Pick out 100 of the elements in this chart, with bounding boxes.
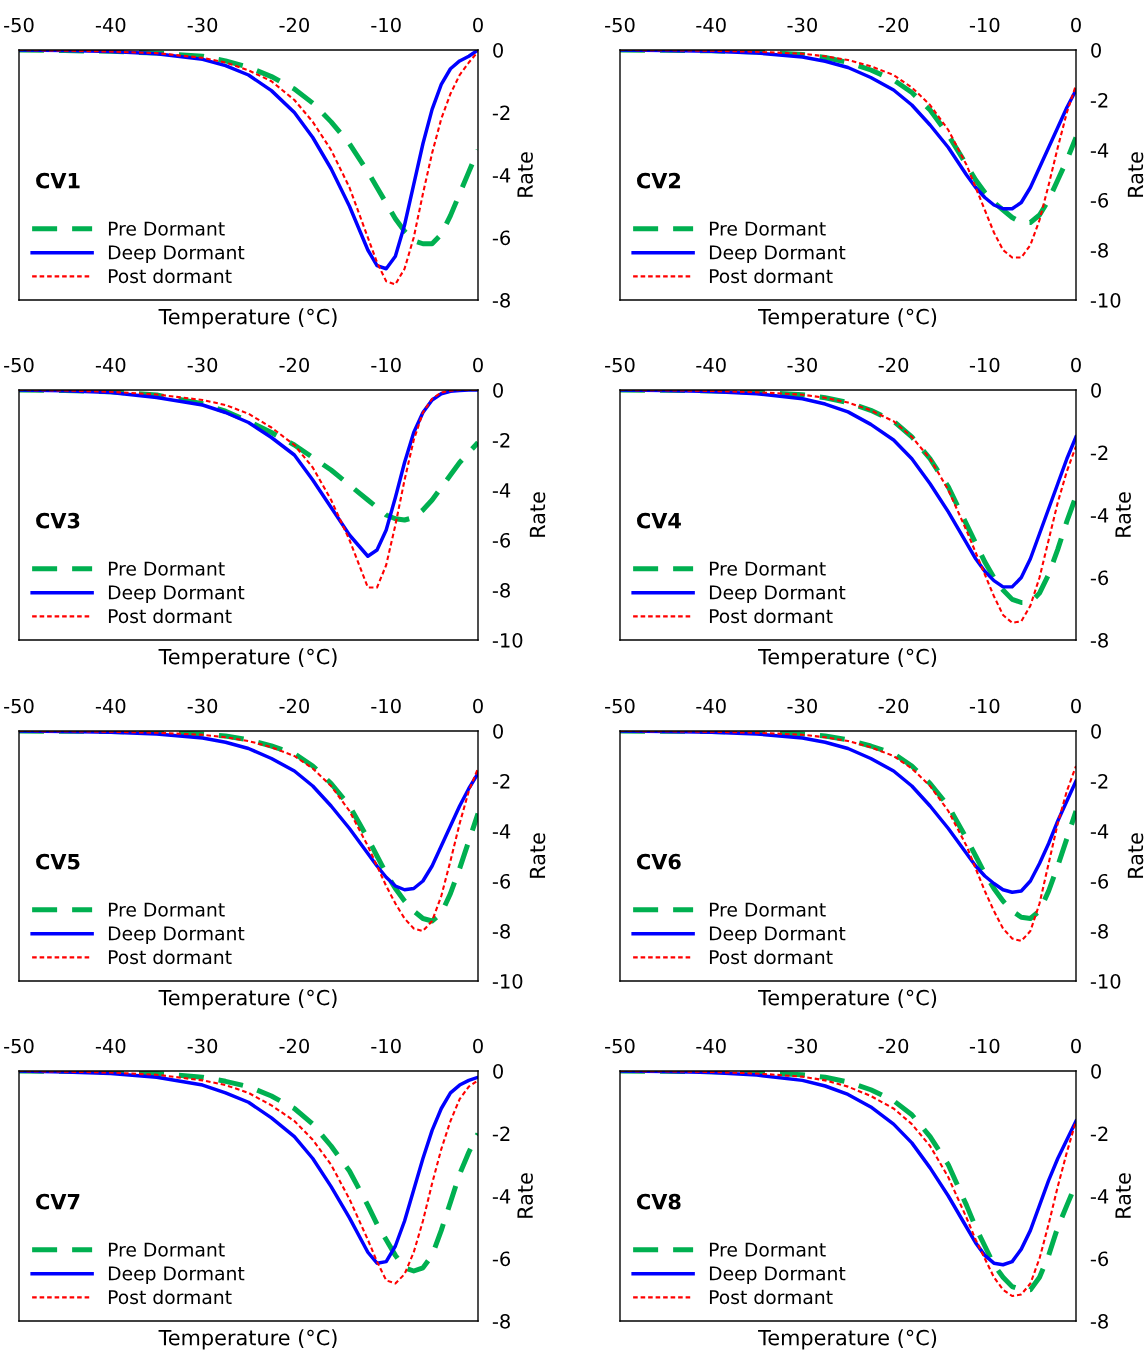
x-axis-title: Temperature (°C) bbox=[758, 1329, 937, 1350]
y-axis-title: Rate bbox=[1127, 833, 1144, 878]
y-tick-label: -6 bbox=[1090, 570, 1109, 586]
legend-label: Deep Dormant bbox=[108, 1266, 245, 1285]
x-tick-label: -30 bbox=[187, 357, 218, 373]
x-tick-label: 0 bbox=[1071, 698, 1081, 714]
y-tick-label: 0 bbox=[493, 42, 503, 58]
text: CV2 bbox=[637, 172, 681, 189]
x-tick-label: -30 bbox=[787, 1038, 817, 1054]
y-tick-label: -10 bbox=[1090, 973, 1121, 989]
x-tick-label: -10 bbox=[969, 698, 1000, 714]
legend-label: Pre Dormant bbox=[108, 561, 225, 576]
text: CV5 bbox=[36, 853, 80, 870]
x-axis-title: Temperature (°C) bbox=[758, 308, 937, 329]
y-tick-label: -2 bbox=[492, 1126, 510, 1141]
x-tick-label: -20 bbox=[878, 357, 909, 373]
y-tick-label: 0 bbox=[493, 723, 503, 739]
legend-label: Pre Dormant bbox=[709, 1242, 826, 1257]
x-tick-label: -10 bbox=[371, 698, 401, 714]
x-tick-label: -10 bbox=[969, 357, 1000, 373]
y-axis-title: Rate bbox=[1127, 152, 1144, 197]
text: CV4 bbox=[637, 512, 681, 529]
legend-label: Post dormant bbox=[709, 949, 833, 965]
x-axis-title: Temperature (°C) bbox=[158, 648, 337, 669]
y-tick-label: -4 bbox=[492, 824, 511, 839]
x-tick-label: -30 bbox=[787, 357, 817, 373]
y-tick-label: -8 bbox=[492, 1313, 510, 1329]
legend-label: Pre Dormant bbox=[108, 902, 225, 917]
y-tick-label: -4 bbox=[1090, 508, 1109, 523]
x-tick-label: 0 bbox=[473, 17, 483, 33]
y-tick-label: -2 bbox=[492, 105, 510, 120]
y-tick-label: -2 bbox=[1090, 92, 1108, 108]
y-tick-label: -8 bbox=[1090, 632, 1108, 648]
x-axis-title: Temperature (°C) bbox=[758, 989, 937, 1010]
y-tick-label: -8 bbox=[1090, 923, 1108, 939]
x-tick-label: -10 bbox=[371, 17, 401, 33]
y-tick-label: -8 bbox=[492, 292, 510, 308]
legend-label: Deep Dormant bbox=[108, 245, 245, 264]
x-tick-label: -30 bbox=[187, 698, 218, 714]
y-tick-label: -2 bbox=[492, 773, 510, 789]
y-tick-label: 0 bbox=[1091, 723, 1101, 739]
y-axis-title: Rate bbox=[517, 152, 533, 197]
y-tick-label: -4 bbox=[492, 1189, 511, 1204]
x-axis-title: Temperature (°C) bbox=[158, 989, 337, 1010]
x-tick-label: -40 bbox=[696, 17, 726, 33]
legend-label: Post dormant bbox=[709, 608, 833, 624]
x-tick-label: -50 bbox=[605, 698, 635, 714]
x-tick-label: -50 bbox=[4, 698, 34, 714]
text: CV6 bbox=[637, 853, 681, 870]
x-tick-label: -30 bbox=[187, 17, 218, 33]
x-tick-label: -10 bbox=[969, 17, 1000, 33]
legend-label: Pre Dormant bbox=[709, 221, 826, 236]
x-tick-label: 0 bbox=[1071, 357, 1081, 373]
y-tick-label: -4 bbox=[492, 483, 511, 498]
y-tick-label: -2 bbox=[1090, 445, 1108, 460]
x-tick-label: -20 bbox=[279, 357, 309, 373]
y-tick-label: -6 bbox=[492, 230, 511, 246]
legend-label: Post dormant bbox=[108, 949, 232, 965]
y-tick-label: -6 bbox=[492, 532, 511, 548]
legend-label: Post dormant bbox=[108, 1289, 232, 1305]
text: CV7 bbox=[36, 1193, 80, 1210]
legend-label: Post dormant bbox=[108, 608, 232, 624]
x-tick-label: -20 bbox=[279, 1038, 309, 1054]
x-tick-label: -40 bbox=[95, 17, 126, 33]
y-tick-label: -2 bbox=[1090, 773, 1108, 789]
legend-label: Pre Dormant bbox=[709, 902, 826, 917]
x-tick-label: -10 bbox=[969, 1038, 1000, 1054]
y-tick-label: 0 bbox=[1091, 1063, 1101, 1079]
x-tick-label: 0 bbox=[1071, 17, 1081, 33]
y-axis-title: Rate bbox=[1115, 1173, 1131, 1218]
x-tick-label: -50 bbox=[605, 1038, 635, 1054]
y-tick-label: -4 bbox=[492, 168, 511, 183]
y-axis-title: Rate bbox=[517, 1173, 533, 1218]
x-tick-label: -10 bbox=[371, 357, 401, 373]
x-tick-label: -30 bbox=[187, 1038, 218, 1054]
y-tick-label: 0 bbox=[493, 382, 503, 398]
x-tick-label: -40 bbox=[696, 357, 726, 373]
x-tick-label: -40 bbox=[696, 1038, 726, 1054]
legend-label: Deep Dormant bbox=[709, 245, 846, 264]
x-tick-label: -30 bbox=[787, 17, 817, 33]
y-tick-label: -2 bbox=[492, 432, 510, 448]
text: CV8 bbox=[637, 1193, 681, 1210]
legend-label: Deep Dormant bbox=[108, 585, 245, 604]
x-tick-label: -40 bbox=[95, 1038, 126, 1054]
y-tick-label: -4 bbox=[1090, 824, 1109, 839]
y-tick-label: -10 bbox=[492, 632, 523, 648]
legend-label: Post dormant bbox=[709, 268, 833, 284]
x-axis-title: Temperature (°C) bbox=[158, 308, 337, 329]
y-tick-label: -8 bbox=[492, 582, 510, 598]
legend-label: Deep Dormant bbox=[709, 1266, 846, 1285]
legend-label: Deep Dormant bbox=[709, 585, 846, 604]
x-tick-label: -20 bbox=[878, 17, 909, 33]
x-tick-label: -20 bbox=[279, 698, 309, 714]
y-axis-title: Rate bbox=[1115, 492, 1131, 537]
x-tick-label: -50 bbox=[605, 357, 635, 373]
x-tick-label: -30 bbox=[787, 698, 817, 714]
y-tick-label: -8 bbox=[492, 923, 510, 939]
x-tick-label: -50 bbox=[4, 17, 34, 33]
y-axis-title: Rate bbox=[529, 492, 546, 537]
x-tick-label: -40 bbox=[95, 357, 126, 373]
